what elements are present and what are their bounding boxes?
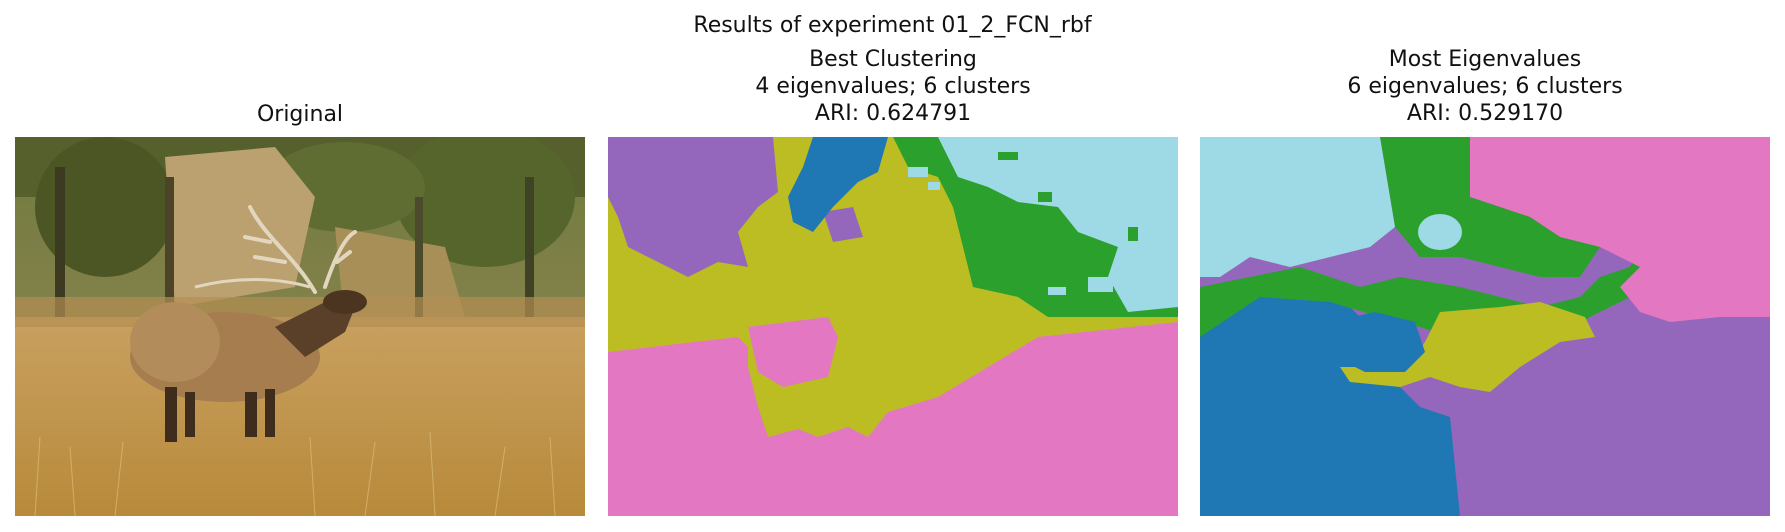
elk-photo	[15, 137, 585, 516]
segmentation-best	[608, 137, 1178, 516]
title-line: Original	[256, 102, 344, 127]
panel-title-best: Best Clustering 4 eigenvalues; 6 cluster…	[608, 46, 1178, 127]
title-line: ARI: 0.529170	[1406, 101, 1564, 126]
title-line: Best Clustering	[809, 47, 977, 72]
figure-suptitle: Results of experiment 01_2_FCN_rbf	[693, 13, 1092, 38]
title-line: 6 eigenvalues; 6 clusters	[1347, 74, 1623, 99]
original-image	[15, 137, 585, 516]
cluster-map-most	[1200, 137, 1770, 516]
panel-title-most: Most Eigenvalues 6 eigenvalues; 6 cluste…	[1200, 46, 1770, 127]
panel-original: Original	[15, 0, 585, 532]
panel-best-clustering: Best Clustering 4 eigenvalues; 6 cluster…	[608, 0, 1178, 532]
panel-title-original: Original	[15, 101, 585, 128]
title-line: 4 eigenvalues; 6 clusters	[755, 74, 1031, 99]
title-line: Most Eigenvalues	[1388, 47, 1582, 72]
panel-most-eigenvalues: Most Eigenvalues 6 eigenvalues; 6 cluste…	[1200, 0, 1770, 532]
cluster-map-best	[608, 137, 1178, 516]
segmentation-most	[1200, 137, 1770, 516]
title-line: ARI: 0.624791	[814, 101, 972, 126]
